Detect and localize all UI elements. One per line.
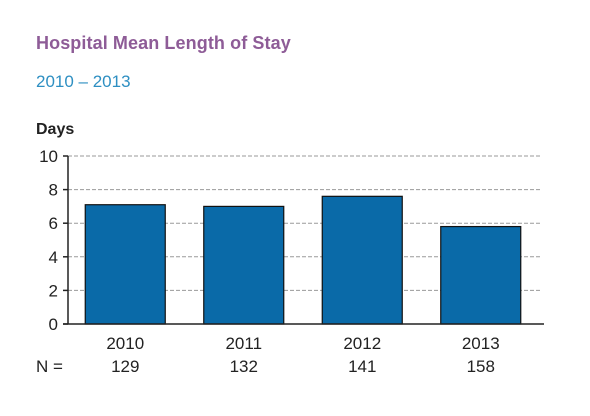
n-value-label: 129 (111, 357, 139, 376)
x-category-label: 2010 (106, 334, 144, 353)
bar-2011 (203, 205, 285, 325)
bars (84, 195, 522, 325)
y-tick-label: 8 (49, 181, 58, 200)
x-category-label: 2013 (462, 334, 500, 353)
chart-subtitle: 2010 – 2013 (36, 72, 131, 91)
y-axis-ticks: 0 2 4 6 8 10 (39, 147, 68, 334)
bar-2012 (321, 195, 403, 325)
y-tick-label: 6 (49, 214, 58, 233)
x-category-label: 2011 (225, 334, 262, 353)
y-tick-label: 2 (49, 281, 58, 300)
x-axis-categories: 2010 2011 2012 2013 (106, 334, 499, 353)
y-tick-label: 10 (39, 147, 58, 166)
y-tick-label: 4 (49, 248, 58, 267)
n-values: 129 132 141 158 (111, 357, 495, 376)
bar-2013 (440, 225, 522, 325)
y-axis-label: Days (36, 121, 74, 138)
n-value-label: 141 (348, 357, 376, 376)
bar-2010 (84, 204, 166, 325)
y-tick-label: 0 (49, 315, 58, 334)
n-value-label: 158 (467, 357, 495, 376)
n-label: N = (36, 357, 63, 376)
n-value-label: 132 (230, 357, 258, 376)
x-category-label: 2012 (343, 334, 381, 353)
chart-title: Hospital Mean Length of Stay (36, 33, 291, 53)
